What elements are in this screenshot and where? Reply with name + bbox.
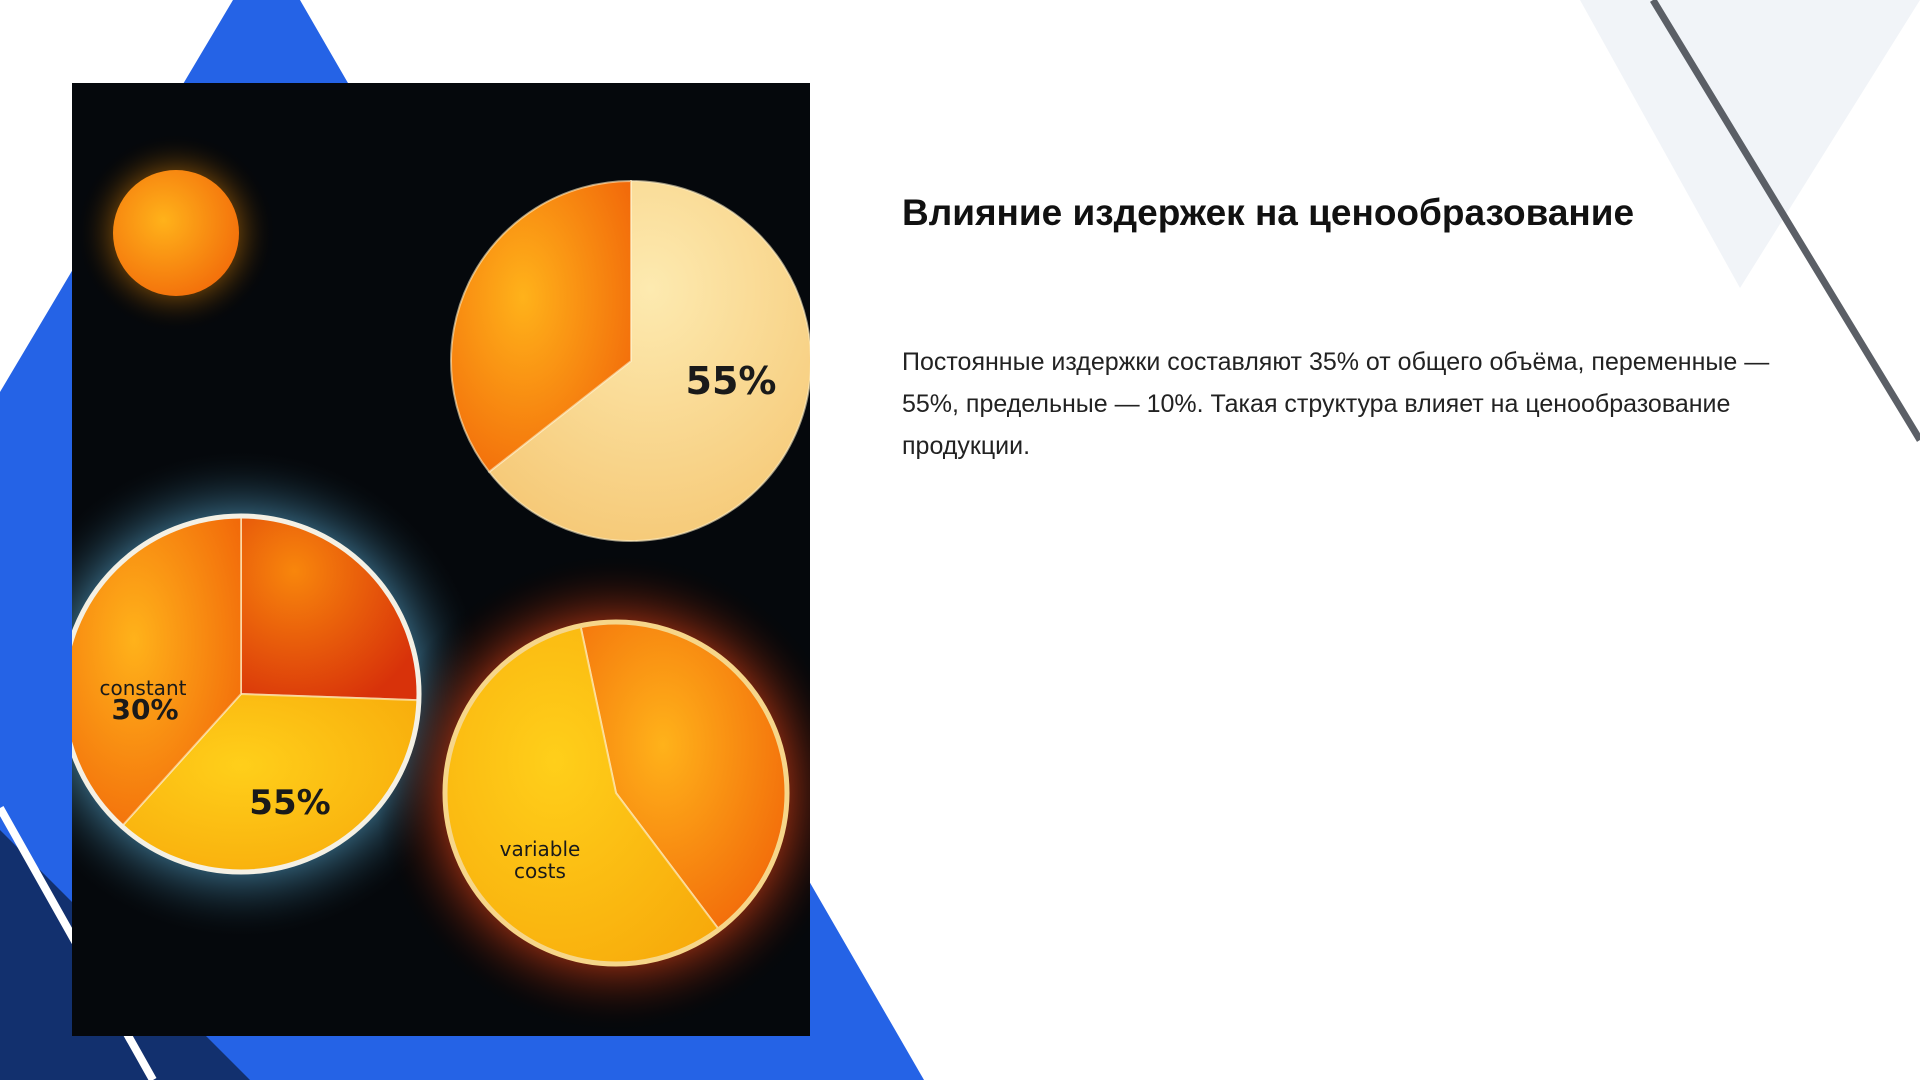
corner-triangle: [1580, 0, 1920, 288]
sun: [113, 170, 239, 296]
slide-body: Постоянные издержки составляют 35% от об…: [902, 348, 1770, 460]
pie-rim: [442, 619, 790, 967]
pie-label: costs: [514, 859, 566, 883]
pie-rim: [72, 513, 422, 875]
pie-label: variable: [500, 837, 581, 861]
pie-label: constant: [100, 676, 187, 700]
pie-slice: [487, 179, 810, 542]
pie-label: 30%: [111, 693, 178, 726]
pie-label: 55%: [249, 783, 330, 823]
pie-label: 55%: [686, 359, 777, 403]
illustration: 55% constant 30% 55% variable costs: [72, 83, 810, 1036]
corner-line: [1650, 0, 1920, 442]
slide-title: Влияние издержек на ценообразование: [902, 192, 1635, 233]
pie-slice: [450, 179, 632, 474]
